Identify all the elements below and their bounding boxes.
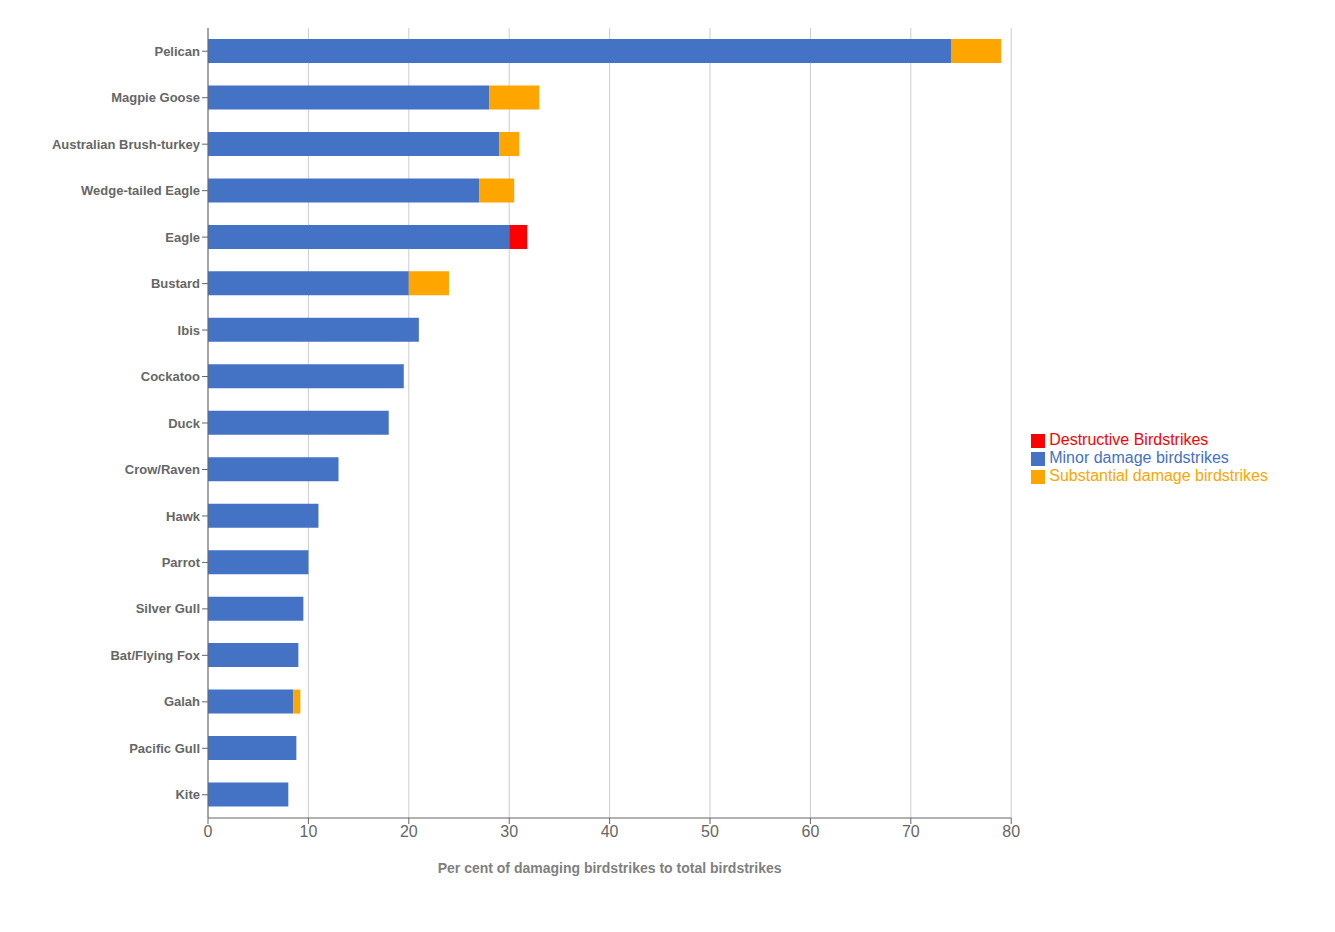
svg-text:Hawk: Hawk xyxy=(166,509,201,524)
svg-text:Wedge-tailed Eagle: Wedge-tailed Eagle xyxy=(81,183,200,198)
html-text:Minor damage birdstrikes: Minor damage birdstrikes xyxy=(1049,449,1229,466)
svg-text:0: 0 xyxy=(204,823,213,840)
svg-text:Duck: Duck xyxy=(168,416,201,431)
html-text:Destructive Birdstrikes: Destructive Birdstrikes xyxy=(1049,431,1209,448)
svg-text:70: 70 xyxy=(902,823,920,840)
svg-text:Cockatoo: Cockatoo xyxy=(141,369,200,384)
svg-text:Eagle: Eagle xyxy=(165,230,200,245)
svg-text:Crow/Raven: Crow/Raven xyxy=(125,462,200,477)
svg-text:Pelican: Pelican xyxy=(154,44,200,59)
svg-text:80: 80 xyxy=(1002,823,1020,840)
svg-text:50: 50 xyxy=(701,823,719,840)
svg-text:Galah: Galah xyxy=(164,694,200,709)
svg-text:40: 40 xyxy=(601,823,619,840)
svg-text:Bustard: Bustard xyxy=(151,276,200,291)
svg-text:30: 30 xyxy=(500,823,518,840)
svg-text:Pacific Gull: Pacific Gull xyxy=(129,741,200,756)
svg-text:Kite: Kite xyxy=(175,787,200,802)
svg-text:10: 10 xyxy=(300,823,318,840)
svg-text:Parrot: Parrot xyxy=(162,555,201,570)
svg-text:Ibis: Ibis xyxy=(178,323,200,338)
svg-text:20: 20 xyxy=(400,823,418,840)
svg-text:Per cent of damaging birdstrik: Per cent of damaging birdstrikes to tota… xyxy=(438,860,782,876)
svg-text:Silver Gull: Silver Gull xyxy=(136,601,200,616)
svg-text:Australian Brush-turkey: Australian Brush-turkey xyxy=(52,137,201,152)
svg-text:Magpie Goose: Magpie Goose xyxy=(111,90,200,105)
svg-text:Bat/Flying Fox: Bat/Flying Fox xyxy=(110,648,200,663)
html-text:Substantial damage birdstrikes: Substantial damage birdstrikes xyxy=(1049,467,1268,484)
svg-text:60: 60 xyxy=(802,823,820,840)
